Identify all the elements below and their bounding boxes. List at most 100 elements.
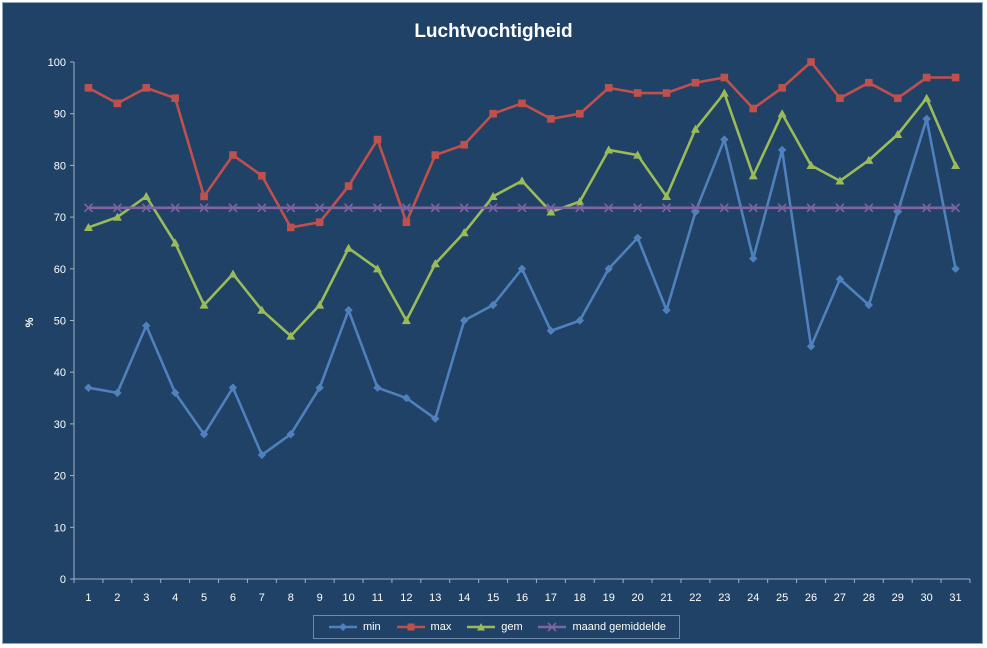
data-point-maand-gemiddelde [777, 203, 787, 213]
data-point-max [113, 99, 122, 108]
data-point-min [488, 300, 498, 310]
y-tick-label: 70 [54, 212, 66, 224]
data-point-gem [806, 160, 816, 169]
data-point-min [373, 383, 382, 392]
data-point-min [286, 430, 295, 439]
data-point-max [633, 89, 642, 97]
data-point-maand-gemiddelde [806, 203, 816, 213]
x-tick-label: 18 [574, 592, 586, 604]
chart-title: Luchtvochtigheid [414, 21, 573, 42]
data-point-min [604, 264, 613, 273]
x-tick-label: 11 [372, 592, 383, 604]
data-point-maand-gemiddelde [488, 203, 498, 213]
x-tick-label: 28 [863, 592, 875, 604]
data-point-max [84, 84, 93, 92]
y-tick-label: 30 [54, 419, 66, 431]
data-point-min [84, 383, 93, 392]
data-point-max [749, 104, 758, 113]
data-point-max [778, 84, 786, 92]
y-tick-label: 20 [54, 471, 66, 483]
data-point-max [691, 78, 700, 87]
data-point-max [893, 94, 902, 102]
y-tick-label: 60 [54, 264, 66, 276]
data-point-min [691, 207, 700, 217]
x-tick-label: 10 [342, 592, 354, 604]
data-point-min [199, 430, 209, 439]
data-point-min [431, 414, 440, 423]
x-tick-label: 29 [892, 592, 904, 604]
data-point-gem [575, 197, 585, 206]
series-line-gem [88, 91, 957, 338]
y-tick-label: 40 [54, 367, 66, 379]
data-point-min [402, 393, 411, 403]
data-point-maand-gemiddelde [719, 203, 729, 213]
legend-swatch-max [396, 623, 425, 631]
data-point-max [576, 109, 584, 118]
series-line-min [88, 117, 957, 457]
data-point-min [113, 388, 122, 398]
y-tick-label: 0 [60, 574, 66, 586]
data-point-maand-gemiddelde [633, 203, 643, 213]
data-point-maand-gemiddelde [372, 203, 383, 213]
data-point-maand-gemiddelde [83, 203, 94, 213]
data-point-maand-gemiddelde [575, 203, 585, 213]
data-point-min [922, 114, 931, 124]
data-point-gem [690, 124, 700, 133]
data-point-maand-gemiddelde [344, 203, 354, 213]
data-point-maand-gemiddelde [199, 203, 209, 213]
data-point-max [518, 99, 526, 108]
data-point-min [228, 383, 238, 392]
data-point-max [807, 58, 815, 66]
legend-label-maand-gemiddelde: maand gemiddelde [572, 621, 667, 633]
data-point-maand-gemiddelde [141, 203, 151, 213]
data-point-max [142, 84, 151, 92]
legend-item-max: max [395, 621, 451, 633]
data-point-min [459, 316, 469, 325]
data-point-min [662, 305, 671, 315]
data-point-max [489, 109, 497, 118]
legend-label-gem: gem [501, 621, 523, 633]
data-point-gem [835, 176, 845, 185]
x-tick-label: 13 [429, 592, 441, 604]
y-axis-label: % [24, 317, 36, 327]
data-point-maand-gemiddelde [401, 203, 411, 213]
x-tick-label: 16 [516, 592, 528, 604]
data-point-gem [662, 191, 672, 201]
data-point-max [951, 73, 960, 82]
data-point-min [546, 326, 556, 336]
x-tick-label: 15 [487, 592, 499, 604]
data-point-gem [893, 129, 903, 138]
data-point-maand-gemiddelde [286, 203, 296, 213]
data-point-gem [372, 264, 382, 273]
x-tick-label: 7 [259, 592, 265, 604]
data-point-max [431, 151, 440, 159]
data-point-maand-gemiddelde [922, 203, 932, 213]
data-point-max [258, 171, 266, 180]
data-point-gem [922, 93, 932, 102]
data-point-gem [633, 150, 643, 159]
x-tick-label: 1 [85, 592, 91, 604]
data-point-min [575, 316, 585, 325]
data-point-gem [459, 228, 469, 237]
data-point-maand-gemiddelde [170, 203, 180, 213]
data-point-maand-gemiddelde [546, 203, 556, 213]
data-point-gem [748, 171, 758, 180]
data-point-min [633, 233, 642, 242]
x-tick-label: 8 [288, 592, 294, 604]
data-point-min [864, 300, 874, 310]
data-point-gem [777, 109, 787, 118]
data-point-max [344, 182, 353, 190]
x-tick-label: 20 [631, 592, 643, 604]
x-tick-label: 9 [317, 592, 323, 604]
data-point-min [749, 254, 758, 263]
data-point-max [836, 94, 844, 102]
data-point-min [142, 321, 151, 330]
legend-swatch-gem [467, 623, 496, 631]
data-point-gem [430, 259, 440, 268]
data-point-min [720, 135, 729, 144]
data-point-maand-gemiddelde [950, 203, 961, 213]
data-point-maand-gemiddelde [430, 203, 440, 213]
x-tick-label: 17 [545, 592, 557, 604]
data-point-max [402, 218, 411, 227]
data-point-maand-gemiddelde [315, 203, 325, 213]
